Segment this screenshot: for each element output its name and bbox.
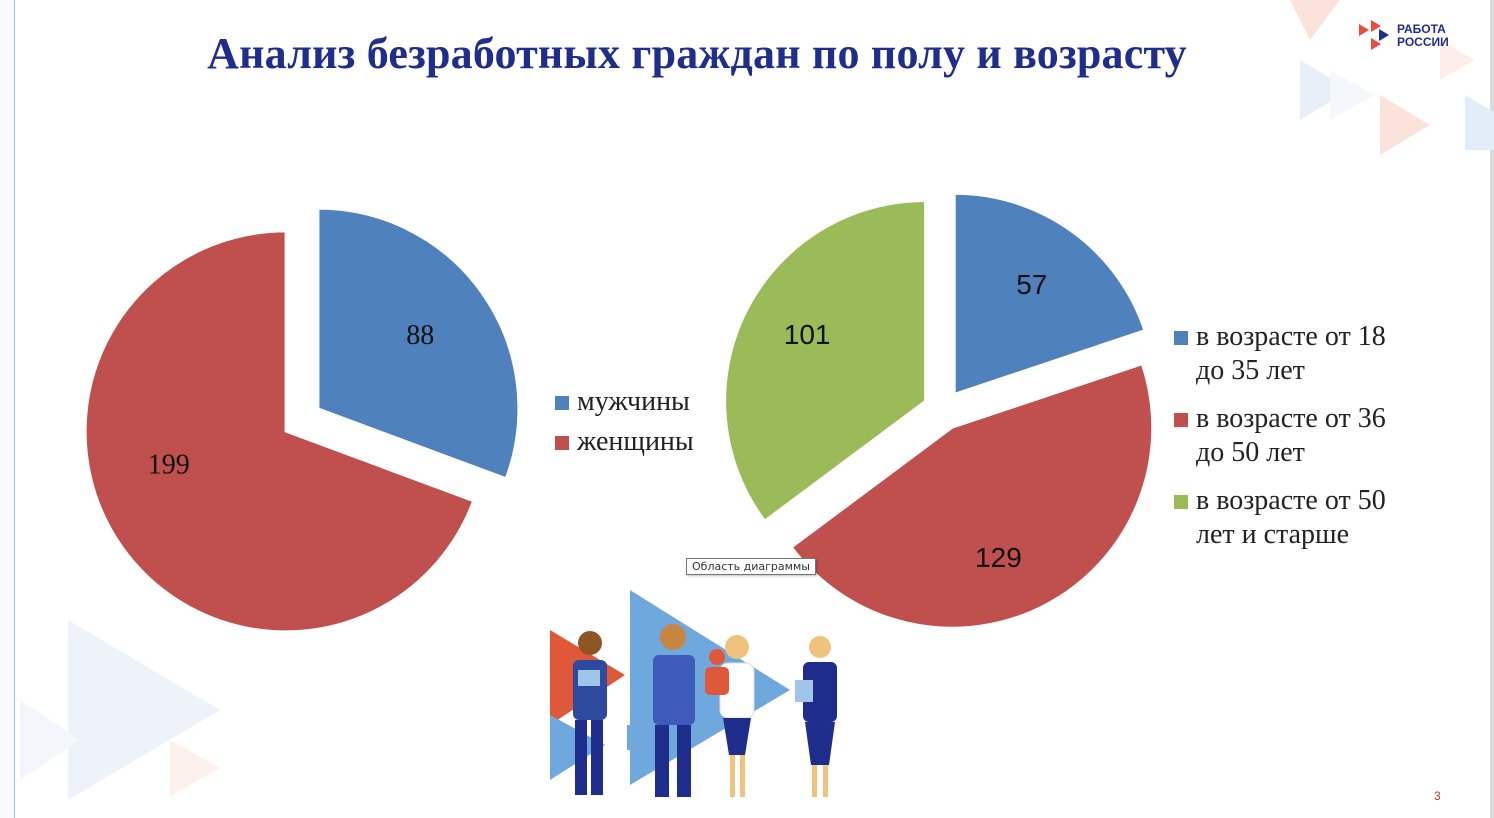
- legend-swatch-age-18-35: [1174, 331, 1188, 345]
- rabota-rossii-logo: РАБОТА РОССИИ: [1355, 18, 1465, 58]
- slice-age-36-50-value-label: 129: [975, 542, 1022, 573]
- legend-label-age-18-35-line1: в возрасте от 18: [1196, 321, 1386, 352]
- slice-women[interactable]: [84, 230, 475, 633]
- legend-label-women: женщины: [577, 426, 694, 457]
- chart-area-tooltip: Область диаграммы: [686, 558, 816, 575]
- slice-women-value-label: 199: [148, 450, 190, 481]
- legend-label-age-36-50-line1: в возрасте от 36: [1196, 403, 1386, 434]
- slide-panel-edge: [0, 0, 15, 818]
- slice-men-value-label: 88: [406, 320, 434, 351]
- legend-swatch-men: [555, 396, 569, 410]
- legend-item-age-50-plus: в возрасте от 50 лет и старше: [1174, 484, 1424, 552]
- legend-item-men: мужчины: [555, 385, 755, 419]
- legend-item-age-18-35: в возрасте от 18 до 35 лет: [1174, 320, 1424, 388]
- slice-age-18-35[interactable]: [953, 192, 1146, 396]
- legend-label-age-18-35-line2: до 35 лет: [1196, 355, 1305, 386]
- legend-swatch-age-50-plus: [1174, 495, 1188, 509]
- slice-age-18-35-value-label: 57: [1016, 269, 1047, 300]
- logo-icon: [1359, 20, 1389, 50]
- logo-text-line2: РОССИИ: [1397, 35, 1449, 49]
- slice-age-50-plus[interactable]: [724, 200, 927, 522]
- legend-item-age-36-50: в возрасте от 36 до 50 лет: [1174, 402, 1424, 470]
- slice-age-50-plus-value-label: 101: [784, 319, 831, 350]
- workers-illustration: [550, 590, 837, 797]
- logo-text: РАБОТА РОССИИ: [1397, 23, 1449, 49]
- slice-men[interactable]: [317, 207, 520, 480]
- legend-swatch-age-36-50: [1174, 413, 1188, 427]
- legend-label-age-50-plus-line1: в возрасте от 50: [1196, 485, 1386, 516]
- gender-chart-legend: мужчины женщины: [555, 385, 755, 465]
- age-chart-legend: в возрасте от 18 до 35 лет в возрасте от…: [1174, 320, 1424, 566]
- page-number: 3: [1434, 789, 1441, 803]
- legend-label-age-50-plus-line2: лет и старше: [1196, 519, 1350, 550]
- legend-label-age-36-50-line2: до 50 лет: [1196, 437, 1305, 468]
- legend-label-men: мужчины: [577, 386, 690, 417]
- legend-swatch-women: [555, 436, 569, 450]
- legend-item-women: женщины: [555, 425, 755, 459]
- page-title: Анализ безработных граждан по полу и воз…: [207, 29, 1187, 78]
- window-edge: [1490, 0, 1494, 818]
- slice-age-36-50[interactable]: [790, 362, 1154, 629]
- logo-text-line1: РАБОТА: [1397, 22, 1446, 36]
